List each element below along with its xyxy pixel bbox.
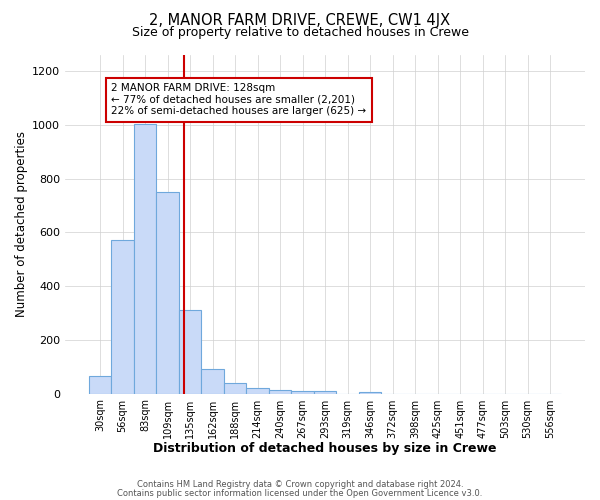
- Bar: [156, 192, 179, 394]
- Bar: [224, 383, 247, 394]
- Bar: [269, 390, 292, 394]
- Bar: [292, 391, 314, 394]
- Text: Contains HM Land Registry data © Crown copyright and database right 2024.: Contains HM Land Registry data © Crown c…: [137, 480, 463, 489]
- Bar: [134, 124, 156, 394]
- Y-axis label: Number of detached properties: Number of detached properties: [15, 132, 28, 318]
- Text: 2, MANOR FARM DRIVE, CREWE, CW1 4JX: 2, MANOR FARM DRIVE, CREWE, CW1 4JX: [149, 12, 451, 28]
- Bar: [89, 376, 111, 394]
- Bar: [314, 392, 337, 394]
- Text: Size of property relative to detached houses in Crewe: Size of property relative to detached ho…: [131, 26, 469, 39]
- Bar: [247, 388, 269, 394]
- Bar: [359, 392, 382, 394]
- Text: 2 MANOR FARM DRIVE: 128sqm
← 77% of detached houses are smaller (2,201)
22% of s: 2 MANOR FARM DRIVE: 128sqm ← 77% of deta…: [111, 83, 367, 116]
- Text: Contains public sector information licensed under the Open Government Licence v3: Contains public sector information licen…: [118, 488, 482, 498]
- Bar: [111, 240, 134, 394]
- X-axis label: Distribution of detached houses by size in Crewe: Distribution of detached houses by size …: [154, 442, 497, 455]
- Bar: [202, 370, 224, 394]
- Bar: [179, 310, 202, 394]
